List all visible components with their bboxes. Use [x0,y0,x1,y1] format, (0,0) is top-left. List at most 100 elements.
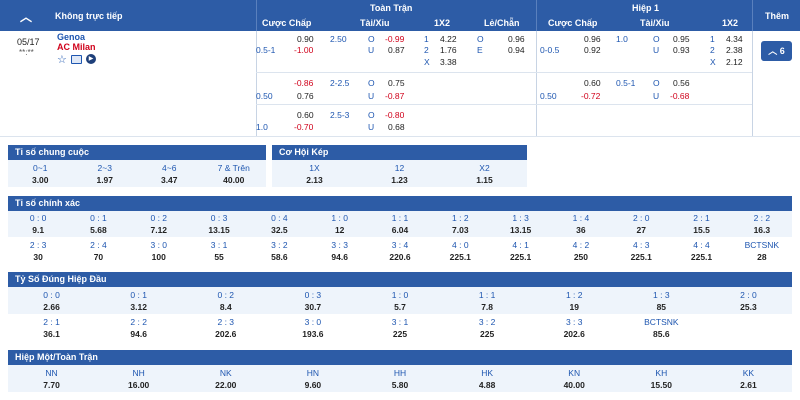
odds-value[interactable]: 40.00 [223,175,245,185]
odds-value[interactable]: 225.1 [509,252,532,262]
odds-value[interactable]: 8.4 [219,302,232,312]
odds-value[interactable]: 3.47 [160,175,178,185]
odds-value[interactable]: 5.68 [90,225,107,235]
odds-value[interactable]: 15.50 [650,380,672,390]
odds-value[interactable]: 70 [93,252,104,262]
odds-value[interactable]: 5.80 [391,380,409,390]
half-r2-hdp-home[interactable]: 0.60 [584,78,601,88]
favorite-star-icon[interactable]: ☆ [57,54,67,66]
full-r2-hdp-away[interactable]: 0.76 [297,91,314,101]
half-r1-1x2-v2[interactable]: 2.38 [726,45,743,55]
away-team[interactable]: AC Milan [57,42,96,52]
odds-value[interactable]: 2.66 [43,302,60,312]
odds-value[interactable]: 225 [392,329,408,339]
full-r3-hdp-home[interactable]: 0.60 [297,110,314,120]
odds-value[interactable]: 3.00 [31,175,49,185]
odds-value[interactable]: 32.5 [271,225,288,235]
odds-value[interactable]: 9.1 [32,225,45,235]
odds-value[interactable]: 202.6 [563,329,585,339]
half-r1-ou-o[interactable]: 0.95 [673,34,690,44]
odds-value[interactable]: 30.7 [304,302,322,312]
half-r1-1x2-v3[interactable]: 2.12 [726,57,743,67]
half-r1-ou-u[interactable]: 0.93 [673,45,690,55]
odds-value[interactable]: 225 [480,329,495,339]
odds-value[interactable]: 28 [757,252,767,262]
odds-value[interactable]: 2.13 [306,175,323,185]
odds-label: 0 : 1 [90,213,107,223]
odds-value[interactable]: 220.6 [389,252,411,262]
odds-value[interactable]: 225.1 [449,252,471,262]
odds-label: 3 : 3 [331,240,348,250]
odds-value[interactable]: 12 [334,225,345,235]
odds-value[interactable]: 225.1 [690,252,713,262]
odds-value[interactable]: 225.1 [630,252,652,262]
half-r1-hdp-home[interactable]: 0.96 [584,34,601,44]
full-r1-1x2-v2[interactable]: 1.76 [440,45,457,55]
odds-value[interactable]: 55 [214,252,224,262]
odds-value[interactable]: 85 [656,302,667,312]
full-r2-hdp-home[interactable]: -0.86 [294,78,314,88]
half-r2-ou-o[interactable]: 0.56 [673,78,690,88]
full-r2-ou-u[interactable]: -0.87 [385,91,405,101]
full-r1-oe-v1[interactable]: 0.96 [508,34,525,44]
full-r1-1x2-v3[interactable]: 3.38 [440,57,457,67]
odds-value[interactable]: 202.6 [215,329,237,339]
odds-value[interactable]: 40.00 [563,380,585,390]
play-icon[interactable]: ▶ [86,54,96,64]
full-r1-1x2-v1[interactable]: 4.22 [440,34,457,44]
full-r1-oe-v2[interactable]: 0.94 [508,45,525,55]
full-r3-ou-o[interactable]: -0.80 [385,110,405,120]
odds-value[interactable]: 13.15 [509,225,532,235]
odds-value[interactable]: 58.6 [271,252,288,262]
odds-value[interactable]: 193.6 [302,329,324,339]
odds-value[interactable]: 7.03 [452,225,469,235]
odds-value[interactable]: 4.88 [478,380,496,390]
half-r1-1x2-v1[interactable]: 4.34 [726,34,743,44]
full-r3-ou-u[interactable]: 0.68 [388,122,405,132]
odds-value[interactable]: 1.23 [391,175,408,185]
odds-value[interactable]: 94.6 [130,329,147,339]
half-r2-ou-u[interactable]: -0.68 [670,91,690,101]
not-live-label: Không trực tiếp [55,11,123,21]
odds-value[interactable]: 27 [636,225,646,235]
half-r2-hdp-away[interactable]: -0.72 [581,91,601,101]
full-r1-ou-o[interactable]: -0.99 [385,34,405,44]
odds-value[interactable]: 9.60 [304,380,322,390]
odds-value[interactable]: 94.6 [331,252,348,262]
odds-label: 0~1 [33,163,48,173]
full-r1-hdp-home[interactable]: 0.90 [297,34,314,44]
more-markets-button[interactable]: ︿ 6 [761,41,792,61]
odds-value[interactable]: 250 [573,252,588,262]
odds-value[interactable]: 36.1 [43,329,60,339]
odds-value[interactable]: 7.12 [150,225,168,235]
odds-value[interactable]: 16.00 [128,380,150,390]
odds-value[interactable]: 25.3 [740,302,757,312]
odds-value[interactable]: 6.04 [391,225,409,235]
odds-value[interactable]: 36 [576,225,586,235]
odds-value[interactable]: 15.5 [693,225,710,235]
home-team[interactable]: Genoa [57,32,86,42]
odds-value[interactable]: 5.7 [394,302,406,312]
odds-label: 0 : 3 [210,213,228,223]
odds-value[interactable]: 30 [33,252,43,262]
odds-value[interactable]: 1.15 [476,175,493,185]
half-r1-hdp-away[interactable]: 0.92 [584,45,601,55]
odds-value[interactable]: 7.70 [43,380,60,390]
full-r1-hdp-away[interactable]: -1.00 [294,45,314,55]
odds-value[interactable]: 16.3 [753,225,771,235]
full-r1-ou-u[interactable]: 0.87 [388,45,405,55]
odds-value[interactable]: 1.97 [96,175,114,185]
full-r3-hdp-away[interactable]: -0.70 [294,122,314,132]
odds-value[interactable]: 19 [569,302,579,312]
odds-value[interactable]: 7.8 [481,302,494,312]
odds-value[interactable]: 3.12 [130,302,147,312]
odds-value[interactable]: 22.00 [215,380,237,390]
stats-icon[interactable] [71,55,82,64]
odds-value[interactable]: 85.6 [653,329,670,339]
odds-label: 7 & Trên [217,163,250,173]
odds-value[interactable]: 100 [151,252,166,262]
odds-value[interactable]: 13.15 [208,225,230,235]
collapse-chevron-icon[interactable]: ︿ [20,10,33,24]
odds-value[interactable]: 2.61 [740,380,757,390]
full-r2-ou-o[interactable]: 0.75 [388,78,405,88]
